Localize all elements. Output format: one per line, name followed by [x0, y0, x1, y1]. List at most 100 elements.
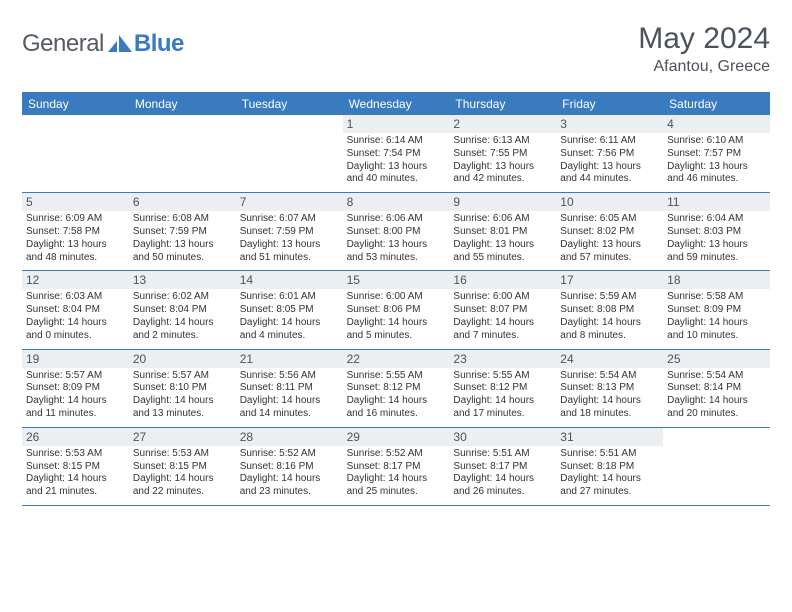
- day-info: Sunrise: 5:56 AMSunset: 8:11 PMDaylight:…: [240, 370, 339, 421]
- logo-word-1: General: [22, 30, 104, 58]
- weekday-header-cell: Thursday: [449, 93, 556, 115]
- day-number: 8: [343, 193, 450, 211]
- weekday-header-cell: Sunday: [22, 93, 129, 115]
- day-info: Sunrise: 6:03 AMSunset: 8:04 PMDaylight:…: [26, 291, 125, 342]
- sails-icon: [108, 35, 134, 53]
- day-number: 3: [556, 115, 663, 133]
- day-info: Sunrise: 6:00 AMSunset: 8:06 PMDaylight:…: [347, 291, 446, 342]
- day-number: 17: [556, 271, 663, 289]
- day-info: Sunrise: 6:13 AMSunset: 7:55 PMDaylight:…: [453, 135, 552, 186]
- day-info: Sunrise: 6:06 AMSunset: 8:01 PMDaylight:…: [453, 213, 552, 264]
- day-info: Sunrise: 5:52 AMSunset: 8:17 PMDaylight:…: [347, 448, 446, 499]
- calendar-day-cell: 13Sunrise: 6:02 AMSunset: 8:04 PMDayligh…: [129, 271, 236, 348]
- day-info: Sunrise: 5:55 AMSunset: 8:12 PMDaylight:…: [347, 370, 446, 421]
- day-info: Sunrise: 6:10 AMSunset: 7:57 PMDaylight:…: [667, 135, 766, 186]
- day-number: [663, 428, 770, 446]
- day-info: Sunrise: 6:07 AMSunset: 7:59 PMDaylight:…: [240, 213, 339, 264]
- calendar-day-cell: 24 Sunrise: 5:54 AMSunset: 8:13 PMDayligh…: [556, 350, 663, 427]
- day-info: Sunrise: 5:59 AMSunset: 8:08 PMDaylight:…: [560, 291, 659, 342]
- day-number: 31: [556, 428, 663, 446]
- calendar-day-cell: 27 Sunrise: 5:53 AMSunset: 8:15 PMDayligh…: [129, 428, 236, 505]
- calendar-day-cell: [129, 115, 236, 192]
- day-info: Sunrise: 5:54 AMSunset: 8:13 PMDaylight:…: [560, 370, 659, 421]
- weekday-header-cell: Saturday: [663, 93, 770, 115]
- weekday-header-cell: Tuesday: [236, 93, 343, 115]
- day-info: Sunrise: 6:06 AMSunset: 8:00 PMDaylight:…: [347, 213, 446, 264]
- day-info: Sunrise: 5:57 AMSunset: 8:09 PMDaylight:…: [26, 370, 125, 421]
- day-number: 7: [236, 193, 343, 211]
- calendar-day-cell: 23Sunrise: 5:55 AMSunset: 8:12 PMDayligh…: [449, 350, 556, 427]
- weekday-header-cell: Monday: [129, 93, 236, 115]
- calendar-day-cell: 21Sunrise: 5:56 AMSunset: 8:11 PMDayligh…: [236, 350, 343, 427]
- day-info: Sunrise: 5:58 AMSunset: 8:09 PMDaylight:…: [667, 291, 766, 342]
- day-number: 16: [449, 271, 556, 289]
- calendar-day-cell: 9 Sunrise: 6:06 AMSunset: 8:01 PMDaylight…: [449, 193, 556, 270]
- calendar-day-cell: 10Sunrise: 6:05 AMSunset: 8:02 PMDayligh…: [556, 193, 663, 270]
- day-number: 28: [236, 428, 343, 446]
- calendar-day-cell: 2Sunrise: 6:13 AMSunset: 7:55 PMDaylight…: [449, 115, 556, 192]
- day-number: 6: [129, 193, 236, 211]
- calendar-day-cell: 7 Sunrise: 6:07 AMSunset: 7:59 PMDaylight…: [236, 193, 343, 270]
- calendar-day-cell: [22, 115, 129, 192]
- day-info: Sunrise: 6:11 AMSunset: 7:56 PMDaylight:…: [560, 135, 659, 186]
- day-info: Sunrise: 6:04 AMSunset: 8:03 PMDaylight:…: [667, 213, 766, 264]
- page-subtitle: Afantou, Greece: [638, 58, 770, 76]
- calendar-day-cell: 8 Sunrise: 6:06 AMSunset: 8:00 PMDaylight…: [343, 193, 450, 270]
- calendar-grid: SundayMondayTuesdayWednesdayThursdayFrid…: [22, 92, 770, 506]
- weekday-header-row: SundayMondayTuesdayWednesdayThursdayFrid…: [22, 93, 770, 115]
- calendar-week-row: 12 Sunrise: 6:03 AMSunset: 8:04 PMDayligh…: [22, 271, 770, 349]
- calendar-day-cell: 28Sunrise: 5:52 AMSunset: 8:16 PMDayligh…: [236, 428, 343, 505]
- day-info: Sunrise: 6:05 AMSunset: 8:02 PMDaylight:…: [560, 213, 659, 264]
- calendar-day-cell: 6 Sunrise: 6:08 AMSunset: 7:59 PMDaylight…: [129, 193, 236, 270]
- title-block: May 2024 Afantou, Greece: [638, 22, 770, 76]
- day-info: Sunrise: 6:01 AMSunset: 8:05 PMDaylight:…: [240, 291, 339, 342]
- calendar-week-row: 1Sunrise: 6:14 AMSunset: 7:54 PMDaylight…: [22, 115, 770, 193]
- day-number: 24: [556, 350, 663, 368]
- day-info: Sunrise: 6:09 AMSunset: 7:58 PMDaylight:…: [26, 213, 125, 264]
- day-number: 25: [663, 350, 770, 368]
- calendar-day-cell: 3 Sunrise: 6:11 AMSunset: 7:56 PMDaylight…: [556, 115, 663, 192]
- calendar-day-cell: 31 Sunrise: 5:51 AMSunset: 8:18 PMDayligh…: [556, 428, 663, 505]
- calendar-day-cell: 25Sunrise: 5:54 AMSunset: 8:14 PMDayligh…: [663, 350, 770, 427]
- calendar-day-cell: 4Sunrise: 6:10 AMSunset: 7:57 PMDaylight…: [663, 115, 770, 192]
- day-info: Sunrise: 6:02 AMSunset: 8:04 PMDaylight:…: [133, 291, 232, 342]
- weekday-header-cell: Wednesday: [343, 93, 450, 115]
- calendar-week-row: 19 Sunrise: 5:57 AMSunset: 8:09 PMDayligh…: [22, 350, 770, 428]
- day-number: 22: [343, 350, 450, 368]
- day-number: 12: [22, 271, 129, 289]
- calendar-week-row: 5 Sunrise: 6:09 AMSunset: 7:58 PMDaylight…: [22, 193, 770, 271]
- day-number: 5: [22, 193, 129, 211]
- day-number: 15: [343, 271, 450, 289]
- logo: General Blue: [22, 22, 184, 58]
- day-info: Sunrise: 5:51 AMSunset: 8:17 PMDaylight:…: [453, 448, 552, 499]
- day-number: 26: [22, 428, 129, 446]
- day-number: 27: [129, 428, 236, 446]
- day-number: 11: [663, 193, 770, 211]
- day-info: Sunrise: 6:08 AMSunset: 7:59 PMDaylight:…: [133, 213, 232, 264]
- calendar-day-cell: [236, 115, 343, 192]
- calendar-day-cell: 17 Sunrise: 5:59 AMSunset: 8:08 PMDayligh…: [556, 271, 663, 348]
- day-info: Sunrise: 5:51 AMSunset: 8:18 PMDaylight:…: [560, 448, 659, 499]
- calendar-day-cell: 20Sunrise: 5:57 AMSunset: 8:10 PMDayligh…: [129, 350, 236, 427]
- day-number: 14: [236, 271, 343, 289]
- header: General Blue May 2024 Afantou, Greece: [22, 22, 770, 76]
- day-number: 9: [449, 193, 556, 211]
- day-number: 23: [449, 350, 556, 368]
- calendar-day-cell: 16 Sunrise: 6:00 AMSunset: 8:07 PMDayligh…: [449, 271, 556, 348]
- calendar-day-cell: 11 Sunrise: 6:04 AMSunset: 8:03 PMDayligh…: [663, 193, 770, 270]
- day-number: 1: [343, 115, 450, 133]
- calendar-day-cell: 14 Sunrise: 6:01 AMSunset: 8:05 PMDayligh…: [236, 271, 343, 348]
- calendar-day-cell: 15 Sunrise: 6:00 AMSunset: 8:06 PMDayligh…: [343, 271, 450, 348]
- day-number: 29: [343, 428, 450, 446]
- day-info: Sunrise: 6:00 AMSunset: 8:07 PMDaylight:…: [453, 291, 552, 342]
- weekday-header-cell: Friday: [556, 93, 663, 115]
- weeks-container: 1Sunrise: 6:14 AMSunset: 7:54 PMDaylight…: [22, 115, 770, 506]
- day-number: 19: [22, 350, 129, 368]
- day-info: Sunrise: 5:53 AMSunset: 8:15 PMDaylight:…: [133, 448, 232, 499]
- day-number: [236, 115, 343, 133]
- calendar-page: General Blue May 2024 Afantou, Greece Su…: [0, 0, 792, 506]
- calendar-day-cell: 29 Sunrise: 5:52 AMSunset: 8:17 PMDayligh…: [343, 428, 450, 505]
- day-info: Sunrise: 5:57 AMSunset: 8:10 PMDaylight:…: [133, 370, 232, 421]
- calendar-day-cell: [663, 428, 770, 505]
- calendar-day-cell: 12 Sunrise: 6:03 AMSunset: 8:04 PMDayligh…: [22, 271, 129, 348]
